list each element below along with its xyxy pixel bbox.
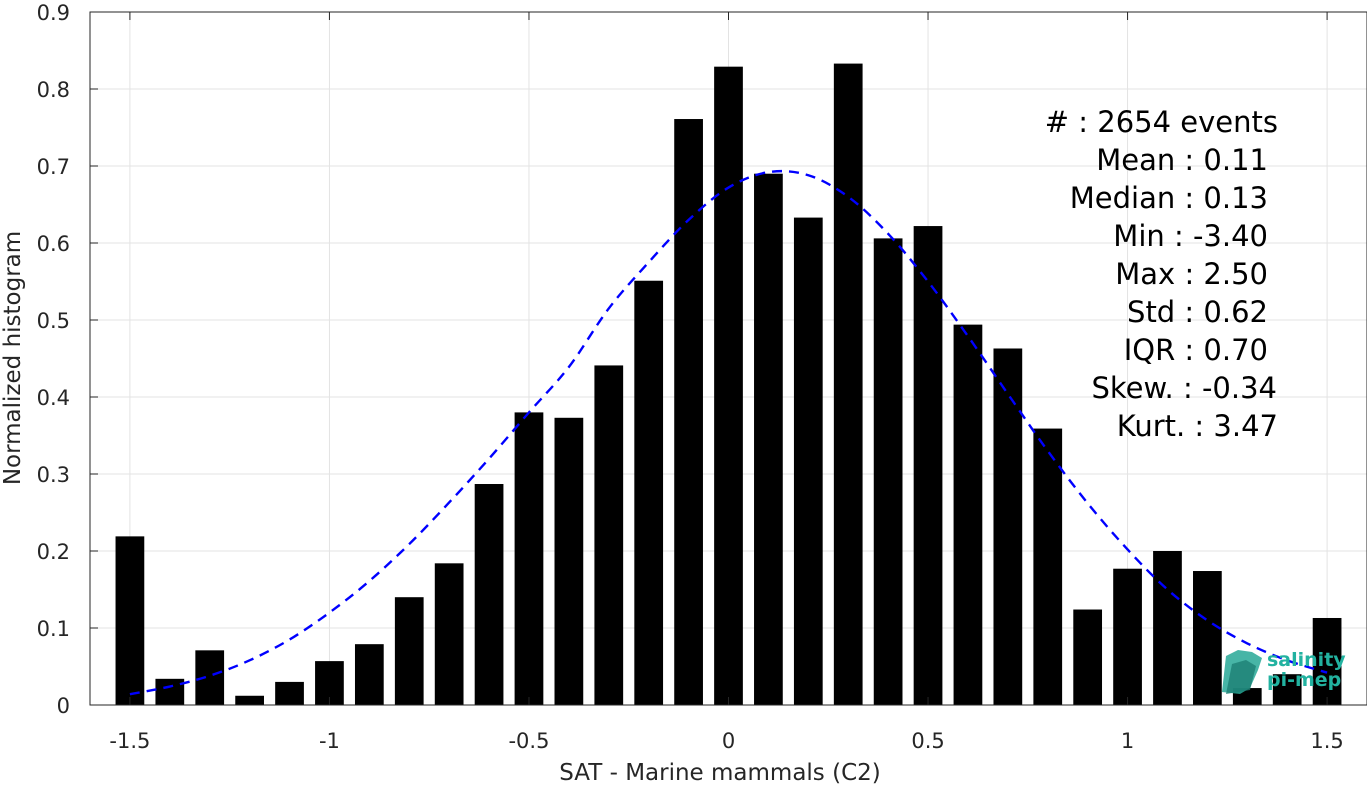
histogram-bar: [793, 217, 823, 705]
y-tick-label: 0.3: [37, 463, 70, 487]
stat-line: IQR : 0.70: [1124, 333, 1268, 367]
stat-line: Std : 0.62: [1127, 295, 1268, 329]
wave-logo-icon-front: [1226, 660, 1256, 694]
histogram-bar: [953, 324, 983, 705]
y-tick-label: 0.9: [37, 1, 70, 25]
stats-box: # : 2654 events Mean : 0.11 Median : 0.13 M…: [1045, 105, 1278, 443]
histogram-bar: [474, 484, 504, 705]
histogram-bar: [714, 66, 743, 706]
histogram-bar: [873, 238, 903, 705]
x-tick-label: -1.5: [109, 729, 150, 753]
stat-line: Median : 0.13: [1070, 181, 1268, 215]
histogram-bar: [634, 280, 664, 705]
histogram-bar: [155, 678, 185, 705]
histogram-bar: [1033, 428, 1063, 705]
y-tick-label: 0.1: [37, 617, 70, 641]
histogram-bar: [1272, 674, 1302, 705]
x-tick-label: 0.5: [911, 729, 944, 753]
histogram-bar: [1193, 571, 1222, 705]
x-axis-ticks: -1.5 -1 -0.5 0 0.5 1 1.5: [109, 12, 1344, 753]
histogram-bar: [754, 173, 783, 705]
x-tick-label: 0: [722, 729, 735, 753]
stat-line: Min : -3.40: [1113, 219, 1268, 253]
salinity-pimep-logo: salinity pi-mep: [1222, 649, 1346, 694]
histogram-bar: [1312, 617, 1342, 705]
x-tick-label: 1: [1121, 729, 1134, 753]
y-tick-label: 0.2: [37, 540, 70, 564]
histogram-bar: [275, 681, 304, 705]
y-tick-label: 0.5: [37, 309, 70, 333]
stat-line: Max : 2.50: [1115, 257, 1268, 291]
y-tick-label: 0.7: [37, 155, 70, 179]
stat-line: Mean : 0.11: [1096, 143, 1268, 177]
x-tick-label: -1: [319, 729, 340, 753]
y-axis-ticks: 0 0.1 0.2 0.3 0.4 0.5 0.6 0.7 0.8 0.9: [37, 1, 98, 718]
y-tick-label: 0: [57, 694, 70, 718]
histogram-bar: [594, 365, 624, 705]
y-axis-label: Normalized histogram: [0, 231, 26, 485]
histogram-bar: [1153, 551, 1182, 705]
stat-line: Skew. : -0.34: [1091, 371, 1277, 405]
logo-text-salinity: salinity: [1267, 649, 1346, 671]
histogram-bar: [913, 226, 943, 705]
histogram-bars: [115, 63, 1342, 706]
histogram-bar: [1113, 568, 1142, 705]
histogram-bar: [434, 563, 464, 705]
y-tick-label: 0.8: [37, 78, 70, 102]
histogram-bar: [554, 417, 584, 705]
histogram-bar: [394, 597, 424, 705]
histogram-bar: [833, 63, 863, 705]
stat-line: # : 2654 events: [1045, 105, 1278, 139]
histogram-bar: [115, 536, 145, 705]
histogram-bar: [354, 644, 384, 705]
histogram-bar: [674, 119, 703, 705]
histogram-bar: [235, 695, 264, 705]
x-tick-label: -0.5: [508, 729, 549, 753]
x-axis-label: SAT - Marine mammals (C2): [559, 760, 881, 785]
stat-line: Kurt. : 3.47: [1117, 409, 1278, 443]
gaussian-fit-line: [129, 169, 1328, 696]
histogram-bar: [1073, 609, 1103, 705]
y-tick-label: 0.4: [37, 386, 70, 410]
gaussian-fit: [129, 169, 1328, 696]
y-tick-label: 0.6: [37, 232, 70, 256]
histogram-bar: [993, 348, 1023, 705]
histogram-bar: [514, 412, 544, 705]
logo-text-pimep: pi-mep: [1267, 669, 1341, 691]
x-tick-label: 1.5: [1310, 729, 1343, 753]
